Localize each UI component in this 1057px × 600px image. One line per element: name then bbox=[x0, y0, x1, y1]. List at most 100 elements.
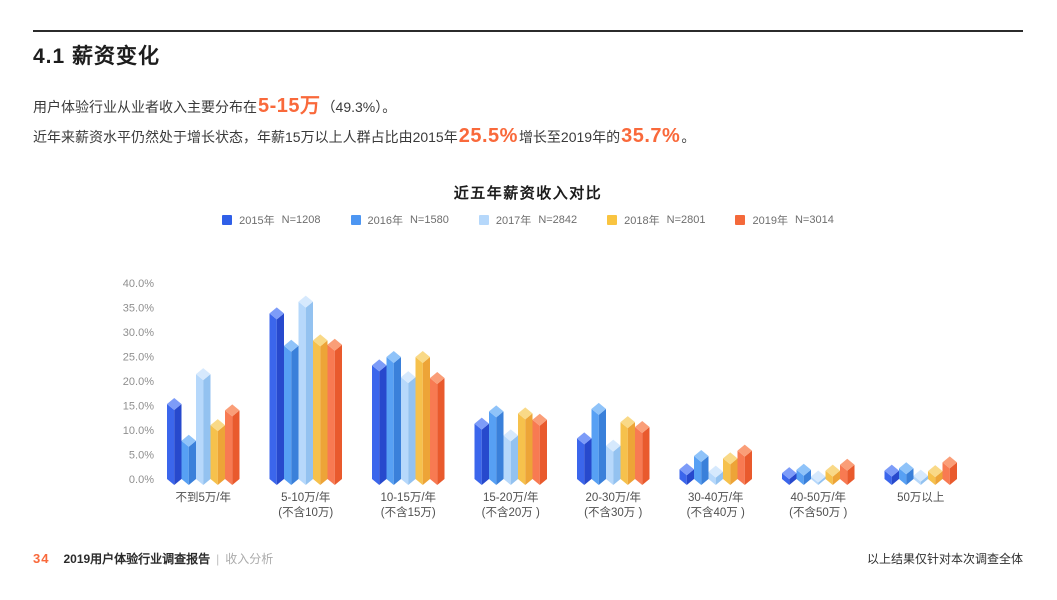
intro-text: 用户体验行业从业者收入主要分布在5-15万（49.3%）。 近年来薪资水平仍然处… bbox=[33, 92, 695, 152]
legend-swatch-2019-icon bbox=[735, 215, 746, 225]
page-footer: 34 2019用户体验行业调查报告 | 收入分析 以上结果仅针对本次调查全体 bbox=[33, 550, 1023, 567]
bar-face bbox=[525, 413, 533, 485]
bar-face bbox=[401, 371, 416, 384]
x-axis-label: 10-15万/年 bbox=[380, 490, 436, 504]
bar-face bbox=[327, 338, 342, 351]
bar-face bbox=[679, 469, 687, 485]
bar-face bbox=[789, 473, 797, 485]
bar-face bbox=[825, 464, 840, 477]
x-axis-sublabel: (不含30万 ) bbox=[584, 505, 642, 519]
bar-face bbox=[437, 378, 445, 485]
legend-item-2019: 2019年 N=3014 bbox=[735, 212, 834, 228]
bar-face bbox=[679, 463, 694, 476]
bar-face bbox=[181, 440, 189, 485]
bar-2015年-50万以上 bbox=[884, 464, 899, 485]
bar-face bbox=[642, 427, 650, 485]
bar-face bbox=[708, 471, 716, 485]
bar-face bbox=[723, 458, 731, 485]
bar-face bbox=[225, 404, 240, 417]
legend-n-2016: N=1580 bbox=[409, 214, 449, 226]
bar-face bbox=[174, 404, 182, 485]
bar-face bbox=[539, 419, 547, 485]
bar-face bbox=[313, 334, 328, 347]
footer-divider: | bbox=[216, 552, 220, 566]
y-axis-tick: 40.0% bbox=[123, 278, 154, 290]
bar-face bbox=[811, 470, 826, 483]
bar-face bbox=[840, 464, 848, 485]
bar-face bbox=[694, 455, 702, 485]
bar-face bbox=[489, 411, 497, 485]
bar-2018年-15-20万/年 bbox=[518, 407, 533, 485]
bar-2015年-不到5万/年 bbox=[167, 398, 182, 485]
x-axis-label: 40-50万/年 bbox=[790, 490, 846, 504]
bar-face bbox=[635, 427, 643, 485]
bar-face bbox=[379, 365, 387, 485]
legend-item-2018: 2018年 N=2801 bbox=[607, 212, 705, 228]
bar-face bbox=[386, 350, 401, 363]
bar-face bbox=[613, 445, 621, 485]
bar-2018年-50万以上 bbox=[928, 465, 943, 485]
bar-face bbox=[210, 425, 218, 485]
bar-2015年-5-10万/年 bbox=[269, 307, 284, 485]
bar-2019年-5-10万/年 bbox=[327, 338, 342, 485]
bar-face bbox=[811, 476, 819, 485]
bar-2017年-10-15万/年 bbox=[401, 371, 416, 485]
bar-face bbox=[627, 422, 635, 485]
bar-face bbox=[532, 419, 540, 485]
bar-face bbox=[606, 439, 621, 452]
legend-n-2018: N=2801 bbox=[666, 214, 706, 226]
bar-face bbox=[694, 449, 709, 462]
bar-face bbox=[840, 458, 855, 471]
x-axis-label: 30-40万/年 bbox=[688, 490, 744, 504]
intro-line2-post: 。 bbox=[681, 129, 696, 145]
bar-face bbox=[181, 434, 196, 447]
legend-n-2015: N=1208 bbox=[281, 214, 321, 226]
bar-face bbox=[408, 377, 416, 485]
legend-swatch-2018-icon bbox=[607, 215, 618, 225]
bar-face bbox=[196, 374, 204, 485]
bar-face bbox=[782, 473, 790, 485]
y-axis-tick: 30.0% bbox=[123, 327, 154, 339]
bar-face bbox=[942, 456, 957, 469]
header-rule bbox=[33, 30, 1023, 32]
bar-face bbox=[393, 356, 401, 485]
bar-face bbox=[217, 425, 225, 485]
bar-face bbox=[481, 423, 489, 485]
footer-section-name: 收入分析 bbox=[225, 552, 274, 566]
chart-header: 近五年薪资收入对比 2015年 N=1208 2016年 N=1580 2017… bbox=[33, 182, 1023, 228]
bar-face bbox=[334, 344, 342, 485]
x-axis-label: 5-10万/年 bbox=[281, 490, 330, 504]
bar-face bbox=[913, 469, 928, 482]
bar-face bbox=[518, 407, 533, 420]
bar-face bbox=[577, 432, 592, 445]
intro-line2-highlight-2019: 35.7% bbox=[621, 125, 681, 147]
legend-label-2018: 2018年 bbox=[624, 215, 660, 227]
bar-face bbox=[284, 345, 292, 485]
bar-2017年-不到5万/年 bbox=[196, 368, 211, 485]
x-axis-label: 15-20万/年 bbox=[483, 490, 539, 504]
footer-report-title: 2019用户体验行业调查报告 bbox=[63, 552, 211, 566]
bar-2017年-30-40万/年 bbox=[708, 465, 723, 485]
bar-face bbox=[188, 440, 196, 485]
bar-2019年-50万以上 bbox=[942, 456, 957, 485]
bar-face bbox=[620, 422, 628, 485]
bar-face bbox=[847, 464, 855, 485]
section-title: 4.1 薪资变化 bbox=[33, 45, 161, 68]
bar-2015年-30-40万/年 bbox=[679, 463, 694, 485]
bar-face bbox=[167, 404, 175, 485]
bar-face bbox=[884, 470, 892, 485]
bar-face bbox=[489, 405, 504, 418]
bar-face bbox=[284, 339, 299, 352]
bar-face bbox=[532, 413, 547, 426]
intro-line1-post: （49.3%）。 bbox=[321, 99, 397, 115]
bar-2019年-10-15万/年 bbox=[430, 372, 445, 485]
bar-face bbox=[708, 465, 723, 478]
bar-face bbox=[372, 365, 380, 485]
bar-face bbox=[701, 455, 709, 485]
bar-2018年-20-30万/年 bbox=[620, 416, 635, 485]
bar-face bbox=[796, 469, 804, 485]
x-axis-sublabel: (不含20万 ) bbox=[482, 505, 540, 519]
bar-face bbox=[327, 344, 335, 485]
chart-title: 近五年薪资收入对比 bbox=[453, 185, 603, 202]
